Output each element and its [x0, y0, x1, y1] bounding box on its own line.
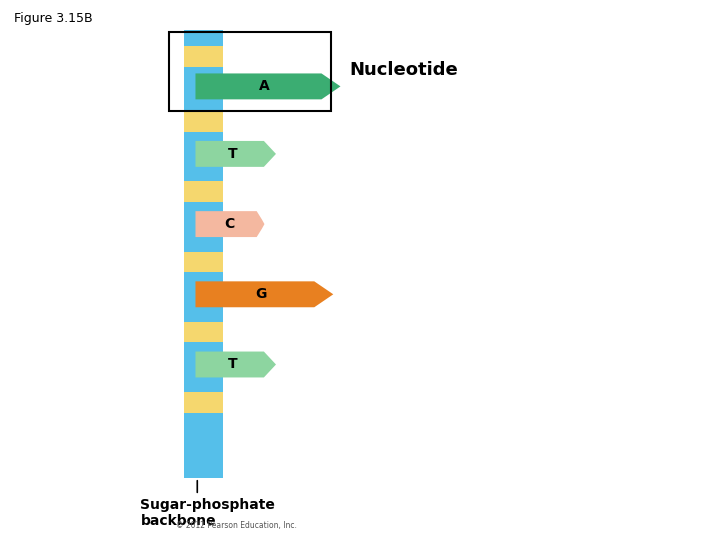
- Bar: [184, 30, 223, 478]
- Text: T: T: [228, 357, 238, 372]
- Text: C: C: [224, 217, 234, 231]
- Bar: [184, 111, 223, 132]
- Bar: [184, 181, 223, 202]
- Polygon shape: [196, 281, 333, 307]
- Bar: [169, 32, 331, 111]
- Text: A: A: [259, 79, 270, 93]
- Bar: [184, 392, 223, 413]
- Text: Nucleotide: Nucleotide: [349, 61, 458, 79]
- Text: Sugar-phosphate
backbone: Sugar-phosphate backbone: [140, 498, 275, 528]
- Text: © 2012 Pearson Education, Inc.: © 2012 Pearson Education, Inc.: [176, 521, 297, 530]
- Text: G: G: [255, 287, 266, 301]
- Text: Figure 3.15B: Figure 3.15B: [14, 12, 93, 25]
- Bar: [184, 46, 223, 67]
- Polygon shape: [196, 73, 341, 99]
- Bar: [184, 252, 223, 272]
- Bar: [184, 322, 223, 342]
- Text: T: T: [228, 147, 238, 161]
- Polygon shape: [196, 352, 276, 377]
- Polygon shape: [196, 211, 264, 237]
- Polygon shape: [196, 141, 276, 167]
